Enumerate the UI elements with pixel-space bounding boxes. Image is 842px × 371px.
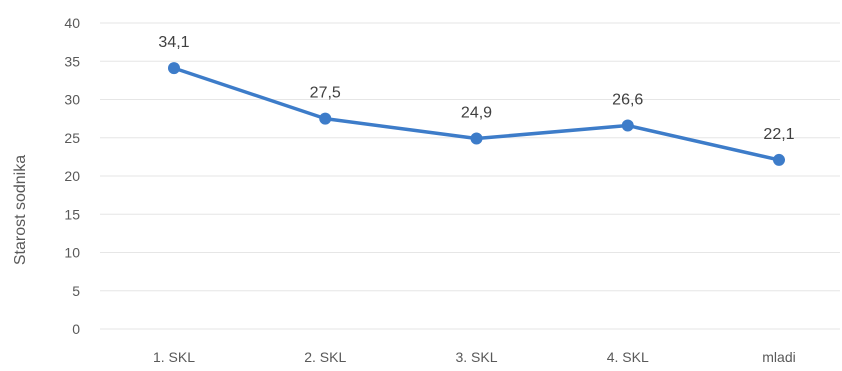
- y-axis-label: Starost sodnika: [12, 155, 29, 265]
- x-axis-ticks: 1. SKL 2. SKL 3. SKL 4. SKL mladi: [153, 349, 796, 365]
- data-point: [470, 132, 483, 145]
- data-labels: 34,1 27,5 24,9 26,6 22,1: [158, 34, 794, 143]
- x-tick-label: 2. SKL: [304, 349, 346, 365]
- y-tick-label: 5: [72, 283, 80, 299]
- data-label: 24,9: [461, 105, 492, 122]
- data-label: 34,1: [158, 34, 189, 51]
- data-label: 22,1: [763, 126, 794, 143]
- y-axis-ticks: 0 5 10 15 20 25 30 35 40: [64, 15, 80, 337]
- y-tick-label: 40: [64, 15, 80, 31]
- y-tick-label: 25: [64, 130, 80, 146]
- y-tick-label: 35: [64, 53, 80, 69]
- x-tick-label: 4. SKL: [607, 349, 649, 365]
- y-tick-label: 15: [64, 206, 80, 222]
- y-tick-label: 30: [64, 92, 80, 108]
- x-tick-label: 3. SKL: [455, 349, 497, 365]
- grid-lines: [100, 22, 840, 330]
- data-label: 26,6: [612, 92, 643, 109]
- data-point: [621, 119, 634, 132]
- data-point: [773, 153, 785, 166]
- data-label: 27,5: [310, 85, 341, 102]
- x-tick-label: 1. SKL: [153, 349, 195, 365]
- data-point: [319, 112, 332, 125]
- data-point: [168, 62, 180, 75]
- y-tick-label: 20: [64, 168, 80, 184]
- x-tick-label: mladi: [762, 349, 795, 365]
- y-tick-label: 10: [64, 245, 80, 261]
- data-points: [168, 62, 785, 166]
- y-tick-label: 0: [72, 321, 80, 337]
